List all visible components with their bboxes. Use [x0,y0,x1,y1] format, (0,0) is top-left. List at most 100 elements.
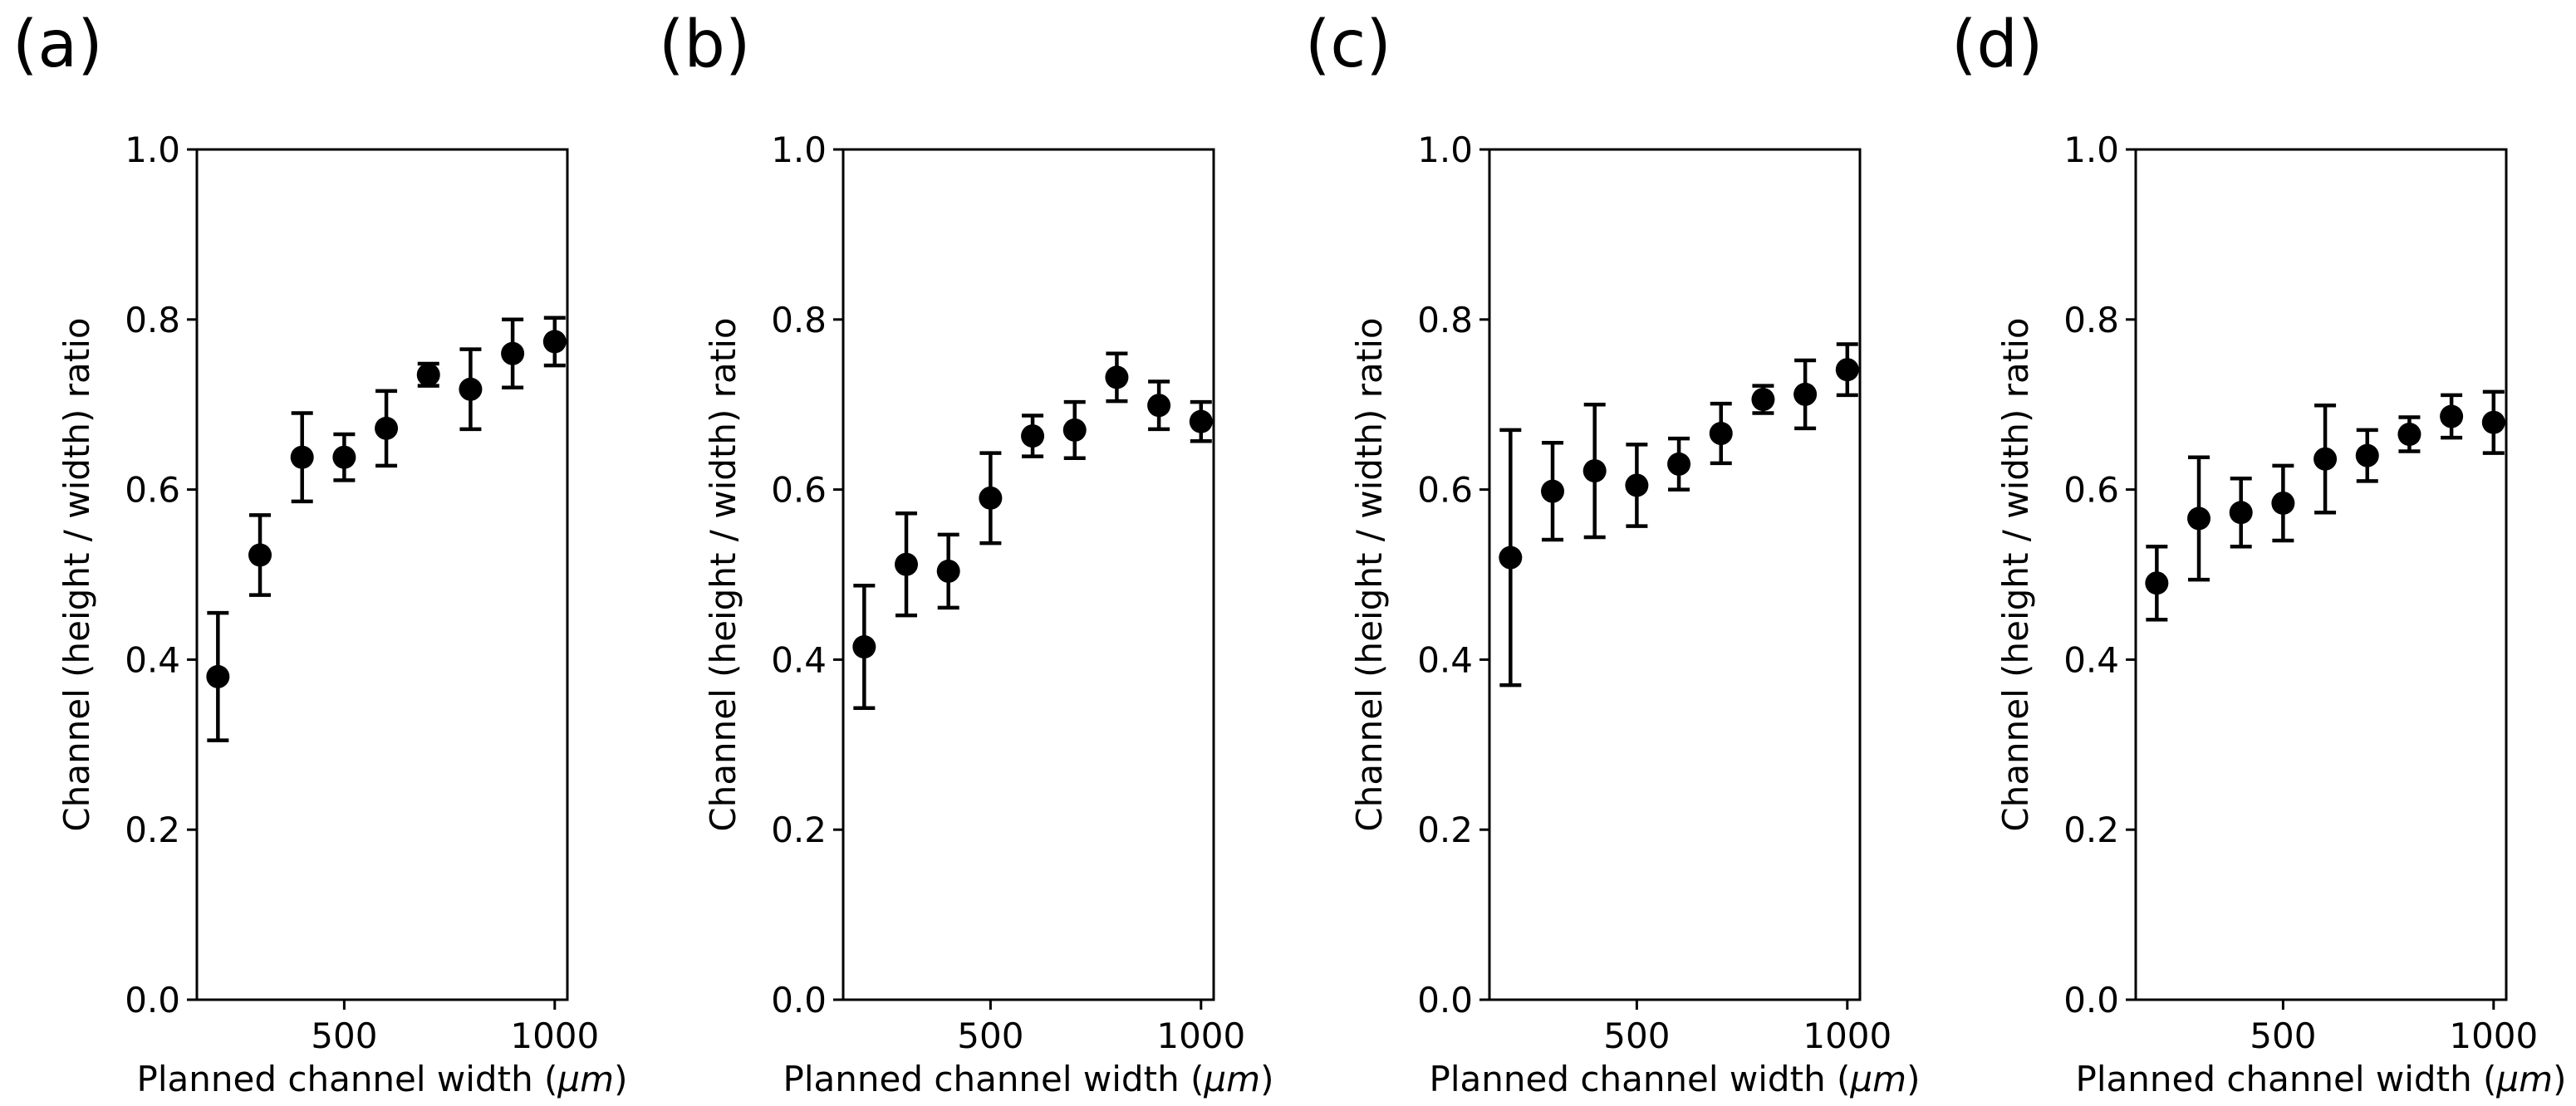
chart-1-point-7 [1147,394,1171,418]
chart-0-xtick-label-0: 500 [311,1015,377,1056]
chart-1-ytick-label-3: 0.6 [771,470,827,511]
chart-3-point-5 [2355,443,2379,467]
chart-2-panel-label: (c) [1305,7,1391,82]
chart-1-xlabel-unit: μm [1203,1059,1260,1099]
chart-1-point-3 [979,486,1003,510]
chart-1-point-5 [1062,418,1087,442]
chart-3-plot-frame [2134,148,2508,1001]
chart-1-point-6 [1105,365,1129,389]
chart-1-ytick-label-1: 0.2 [771,810,827,850]
chart-3-xtick-label-0: 500 [2250,1015,2316,1056]
chart-1-xlabel-text: Planned channel width ( [783,1059,1205,1099]
chart-1-ylabel: Channel (height / width) ratio [703,317,743,831]
chart-2-point-6 [1751,388,1775,412]
chart-0-point-4 [375,416,399,440]
chart-2-xlabel: Planned channel width (μm) [1430,1059,1921,1099]
chart-2-xlabel-unit: μm [1849,1059,1906,1099]
chart-3-xlabel-text: Planned channel width ( [2076,1059,2497,1099]
chart-1-point-4 [1021,424,1045,448]
chart-2-point-3 [1625,473,1649,497]
chart-0-ytick-label-4: 0.8 [125,300,180,340]
chart-3-point-3 [2271,491,2295,515]
chart-1-ytick-label-2: 0.4 [771,639,827,680]
chart-2-xtick-label-0: 500 [1603,1015,1670,1056]
chart-3-ytick-label-4: 0.8 [2063,300,2119,340]
chart-0-ylabel: Channel (height / width) ratio [56,317,97,831]
chart-3-ytick-label-2: 0.4 [2063,639,2119,680]
chart-3-point-7 [2440,404,2464,428]
chart-3-xlabel-close: ) [2553,1059,2566,1099]
chart-3-xlabel: Planned channel width (μm) [2076,1059,2567,1099]
chart-2-ytick-label-0: 0.0 [1417,980,1473,1020]
chart-0-point-5 [416,363,440,387]
chart-2-xlabel-close: ) [1906,1059,1920,1099]
chart-2-plot-frame [1488,148,1862,1001]
chart-2-ytick-label-1: 0.2 [1417,810,1473,850]
chart-3-point-0 [2145,571,2169,595]
chart-1-xtick-label-0: 500 [957,1015,1023,1056]
chart-3-ytick-label-0: 0.0 [2063,980,2119,1020]
chart-0-xtick-label-1: 1000 [510,1015,599,1056]
chart-1-plot-frame [841,148,1215,1001]
chart-0-ytick-label-0: 0.0 [125,980,180,1020]
chart-2-xlabel-text: Planned channel width ( [1430,1059,1851,1099]
chart-3-ytick-label-5: 1.0 [2063,130,2119,170]
chart-2-ytick-label-3: 0.6 [1417,470,1473,511]
chart-0-point-6 [459,377,483,401]
chart-2-ytick-label-4: 0.8 [1417,300,1473,340]
chart-3-xtick-label-1: 1000 [2449,1015,2538,1056]
chart-3-panel-label: (d) [1951,7,2043,82]
chart-3-point-6 [2397,423,2421,447]
chart-0-point-7 [501,341,525,365]
chart-0-ytick-label-1: 0.2 [125,810,180,850]
chart-2-xtick-label-1: 1000 [1803,1015,1892,1056]
chart-1-ytick-label-4: 0.8 [771,300,827,340]
chart-3-ylabel: Channel (height / width) ratio [1995,317,2036,831]
chart-2-point-7 [1793,382,1818,406]
chart-2-point-4 [1667,452,1691,476]
chart-3-point-2 [2229,501,2253,525]
chart-2-ylabel: Channel (height / width) ratio [1349,317,1390,831]
chart-0-ytick-label-2: 0.4 [125,639,180,680]
chart-2-point-5 [1709,422,1733,446]
chart-0-point-0 [206,664,230,688]
chart-0-point-8 [542,330,567,354]
chart-1-xlabel: Planned channel width (μm) [783,1059,1274,1099]
chart-0-xlabel-unit: μm [557,1059,614,1099]
chart-1-panel-label: (b) [659,7,750,82]
chart-0-point-2 [290,445,314,469]
chart-1-ytick-label-5: 1.0 [771,130,827,170]
chart-0-xlabel-text: Planned channel width ( [137,1059,558,1099]
chart-0-xlabel-close: ) [614,1059,627,1099]
chart-3-point-1 [2187,507,2211,531]
chart-0-ytick-label-5: 1.0 [125,130,180,170]
chart-3-ytick-label-1: 0.2 [2063,810,2119,850]
chart-1-point-8 [1189,409,1213,433]
chart-1-point-2 [936,559,960,583]
chart-2-point-0 [1499,546,1523,570]
chart-2-ytick-label-5: 1.0 [1417,130,1473,170]
chart-2-point-1 [1541,479,1565,503]
chart-1-point-1 [895,552,919,576]
chart-3-point-8 [2481,410,2505,434]
chart-2-ytick-label-2: 0.4 [1417,639,1473,680]
chart-3-xlabel-unit: μm [2495,1059,2553,1099]
chart-0-panel-label: (a) [12,7,103,82]
chart-3-point-4 [2313,447,2338,471]
chart-1-point-0 [852,635,876,659]
chart-2-point-2 [1582,459,1607,483]
chart-0-point-3 [332,445,356,469]
chart-1-xtick-label-1: 1000 [1156,1015,1245,1056]
chart-0-xlabel: Planned channel width (μm) [137,1059,628,1099]
chart-0-plot-frame [195,148,569,1001]
chart-2-point-8 [1835,358,1859,382]
chart-0-point-1 [248,543,272,567]
chart-0-ytick-label-3: 0.6 [125,470,180,511]
chart-1-ytick-label-0: 0.0 [771,980,827,1020]
chart-1-xlabel-close: ) [1260,1059,1273,1099]
